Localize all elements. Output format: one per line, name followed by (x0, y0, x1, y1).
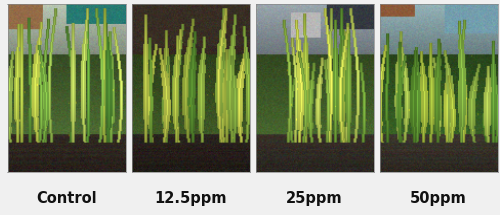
Text: 12.5ppm: 12.5ppm (154, 191, 227, 206)
Text: 25ppm: 25ppm (286, 191, 343, 206)
Text: 50ppm: 50ppm (410, 191, 467, 206)
Text: Control: Control (36, 191, 97, 206)
